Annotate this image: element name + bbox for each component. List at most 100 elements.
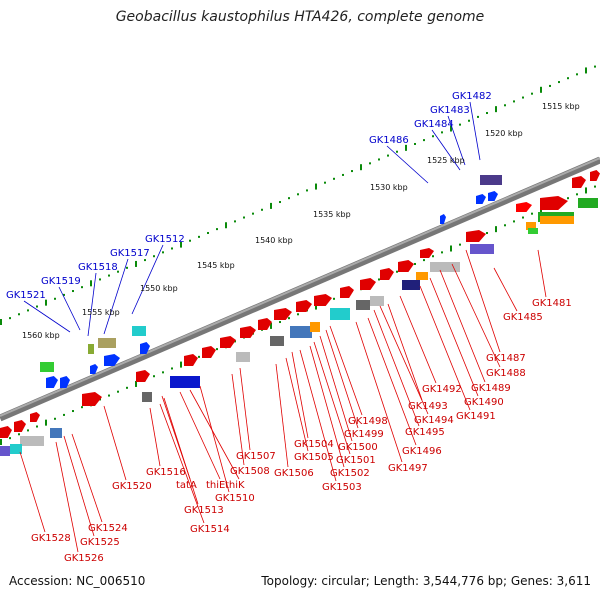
gene-block bbox=[540, 216, 574, 224]
gene-label[interactable]: GK1494 bbox=[414, 415, 454, 426]
gene-arrow bbox=[572, 176, 586, 188]
leader-line bbox=[275, 363, 289, 468]
leader-line bbox=[329, 325, 363, 416]
gene-block bbox=[528, 228, 538, 234]
gene-label[interactable]: GK1503 bbox=[322, 482, 362, 493]
gene-label[interactable]: GK1505 bbox=[294, 452, 334, 463]
gene-label[interactable]: GK1482 bbox=[452, 91, 492, 102]
gene-block bbox=[236, 352, 250, 362]
gene-label[interactable]: GK1497 bbox=[388, 463, 428, 474]
leader-line bbox=[431, 129, 461, 171]
gene-label[interactable]: GK1498 bbox=[348, 416, 388, 427]
gene-label[interactable]: GK1492 bbox=[422, 384, 462, 395]
gene-label[interactable]: thiK bbox=[225, 480, 245, 491]
gene-label[interactable]: GK1493 bbox=[408, 401, 448, 412]
leader-line bbox=[58, 286, 81, 331]
leader-line bbox=[429, 277, 479, 397]
gene-label[interactable]: GK1521 bbox=[6, 290, 46, 301]
label-leader-lines bbox=[19, 101, 547, 553]
gene-block bbox=[132, 326, 146, 336]
gene-label[interactable]: GK1488 bbox=[486, 368, 526, 379]
gene-label[interactable]: thiE bbox=[206, 480, 225, 491]
gene-label[interactable]: GK1520 bbox=[112, 481, 152, 492]
gene-label[interactable]: GK1484 bbox=[414, 119, 454, 130]
gene-label[interactable]: GK1512 bbox=[145, 234, 185, 245]
leader-line bbox=[231, 373, 245, 466]
gene-block bbox=[480, 175, 502, 185]
gene-label[interactable]: GK1508 bbox=[230, 466, 270, 477]
gene-arrow bbox=[296, 300, 312, 312]
gene-arrow bbox=[90, 364, 98, 374]
gene-label[interactable]: GK1502 bbox=[330, 468, 370, 479]
gene-block bbox=[170, 376, 200, 388]
leader-line bbox=[239, 367, 251, 451]
gene-arrow bbox=[184, 354, 198, 366]
leader-line bbox=[373, 309, 420, 427]
gene-label[interactable]: GK1486 bbox=[369, 135, 409, 146]
scale-label: 1545 kbp bbox=[197, 261, 235, 270]
scale-label: 1550 kbp bbox=[140, 284, 178, 293]
gene-label[interactable]: GK1481 bbox=[532, 298, 572, 309]
leader-line bbox=[367, 317, 417, 446]
gene-label[interactable]: GK1507 bbox=[236, 451, 276, 462]
gene-label[interactable]: GK1526 bbox=[64, 553, 104, 564]
gene-block bbox=[370, 296, 384, 306]
leader-line bbox=[447, 115, 466, 166]
gene-label[interactable]: GK1516 bbox=[146, 467, 186, 478]
gene-block bbox=[356, 300, 370, 310]
gene-block bbox=[10, 444, 22, 454]
leader-line bbox=[313, 341, 351, 455]
gene-arrow bbox=[46, 376, 58, 388]
gene-label[interactable]: GK1491 bbox=[456, 411, 496, 422]
leader-line bbox=[199, 385, 230, 493]
scale-label: 1535 kbp bbox=[313, 210, 351, 219]
leader-line bbox=[179, 391, 221, 480]
gene-label[interactable]: GK1501 bbox=[336, 455, 376, 466]
gene-label[interactable]: GK1489 bbox=[471, 383, 511, 394]
gene-label[interactable]: GK1500 bbox=[338, 442, 378, 453]
gene-label[interactable]: GK1483 bbox=[430, 105, 470, 116]
gene-block bbox=[88, 344, 94, 354]
leader-line bbox=[355, 321, 403, 463]
leader-line bbox=[379, 305, 429, 415]
gene-label[interactable]: GK1518 bbox=[78, 262, 118, 273]
gene-label[interactable]: GK1513 bbox=[184, 505, 224, 516]
gene-label[interactable]: tatA bbox=[176, 480, 197, 491]
leader-line bbox=[71, 433, 103, 523]
leader-line bbox=[63, 435, 95, 537]
leader-line bbox=[399, 295, 437, 384]
gene-label[interactable]: GK1495 bbox=[405, 427, 445, 438]
gene-block bbox=[290, 326, 312, 338]
leader-line bbox=[163, 397, 199, 505]
genome-backbone bbox=[0, 156, 600, 422]
gene-block bbox=[330, 308, 350, 320]
gene-label[interactable]: GK1525 bbox=[80, 537, 120, 548]
gene-arrow bbox=[340, 286, 354, 298]
gene-labels: GK1482 GK1483 GK1484 GK1486 GK1512 GK1517 GK15… bbox=[6, 91, 572, 564]
gene-block bbox=[142, 392, 152, 402]
gene-label[interactable]: GK1496 bbox=[402, 446, 442, 457]
gene-label[interactable]: GK1487 bbox=[486, 353, 526, 364]
scale-label: 1515 kbp bbox=[542, 102, 580, 111]
leader-line bbox=[465, 249, 501, 353]
gene-label[interactable]: GK1528 bbox=[31, 533, 71, 544]
gene-label[interactable]: GK1504 bbox=[294, 439, 334, 450]
gene-arrow bbox=[82, 392, 102, 406]
gene-label[interactable]: GK1524 bbox=[88, 523, 128, 534]
gene-label[interactable]: GK1485 bbox=[503, 312, 543, 323]
gene-label[interactable]: GK1506 bbox=[274, 468, 314, 479]
gene-label[interactable]: GK1499 bbox=[344, 429, 384, 440]
gene-arrow bbox=[420, 248, 434, 258]
gene-label[interactable]: GK1490 bbox=[464, 397, 504, 408]
gene-label[interactable]: GK1510 bbox=[215, 493, 255, 504]
gene-arrow bbox=[30, 412, 40, 422]
scale-label: 1530 kbp bbox=[370, 183, 408, 192]
gene-label[interactable]: GK1517 bbox=[110, 248, 150, 259]
gene-label[interactable]: GK1514 bbox=[190, 524, 230, 535]
gene-label[interactable]: GK1519 bbox=[41, 276, 81, 287]
gene-arrow bbox=[440, 214, 446, 224]
gene-arrow bbox=[60, 376, 70, 388]
gene-block bbox=[416, 272, 428, 280]
gene-block bbox=[20, 436, 44, 446]
